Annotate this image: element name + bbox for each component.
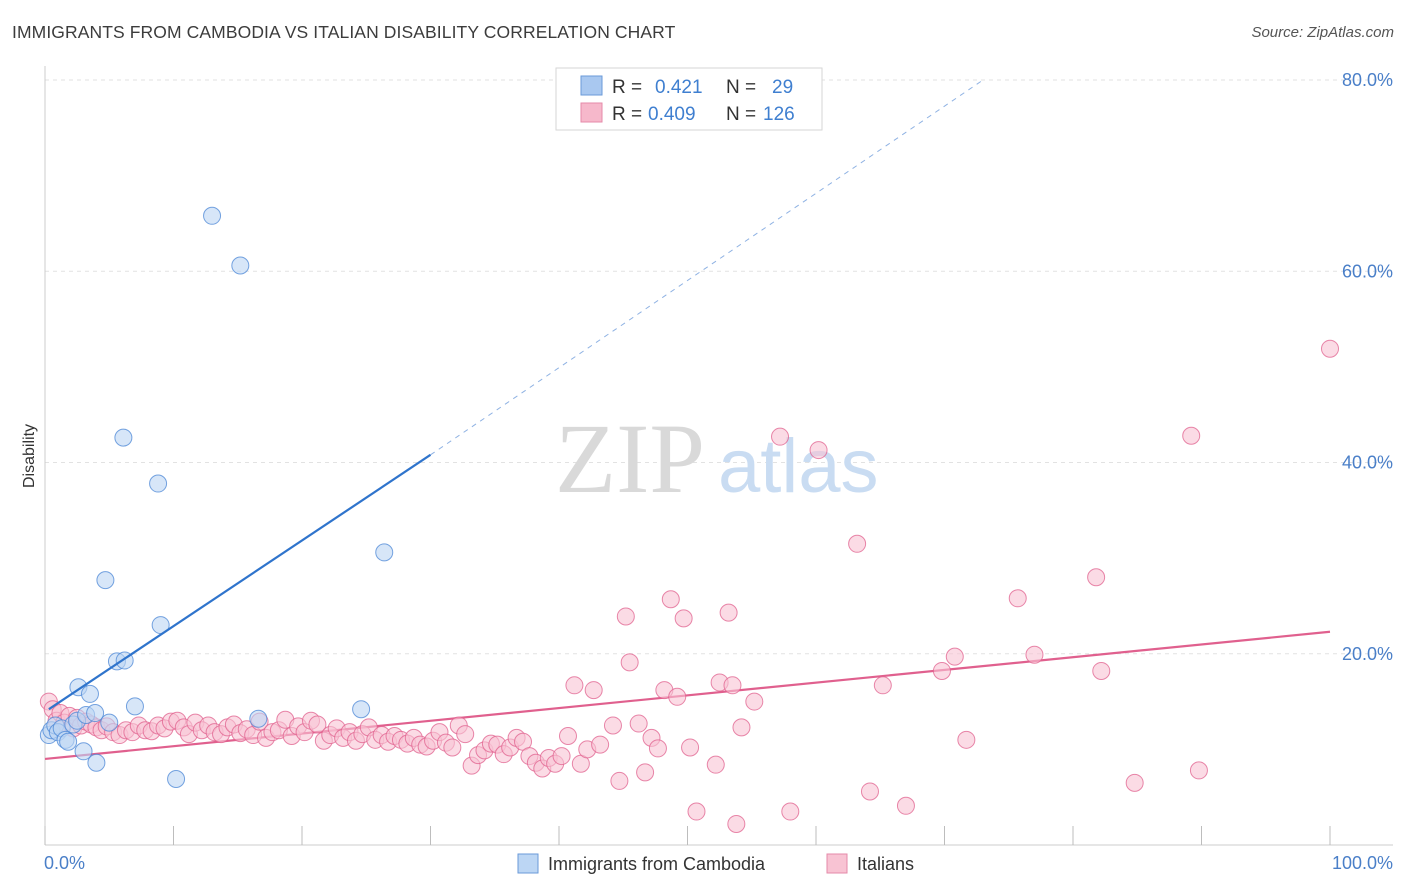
point-italians-93 — [616, 607, 635, 626]
trend-cambodia — [48, 453, 432, 711]
point-italians-100 — [661, 590, 680, 609]
gridlines — [45, 79, 1392, 655]
y-axis-title: Disability — [21, 424, 38, 488]
point-italians-104 — [687, 802, 706, 821]
point-italians-89 — [584, 681, 603, 700]
point-italians-98 — [648, 739, 667, 758]
stats-r-label-italians: R = — [612, 104, 642, 125]
point-cambodia-19 — [114, 428, 133, 447]
point-italians-126 — [1125, 773, 1144, 792]
point-italians-110 — [732, 718, 751, 737]
point-cambodia-12 — [80, 684, 99, 703]
watermark-atlas: atlas — [718, 424, 879, 509]
source-label: Source: ZipAtlas.com — [1251, 24, 1394, 41]
point-cambodia-20 — [125, 697, 144, 716]
point-italians-112 — [771, 427, 790, 446]
legend: Immigrants from Cambodia Italians — [517, 853, 914, 874]
point-italians-122 — [1008, 589, 1027, 608]
point-cambodia-10 — [74, 742, 93, 761]
stats-n-label-italians: N = — [726, 104, 756, 125]
point-italians-115 — [848, 534, 867, 553]
point-italians-119 — [932, 661, 951, 680]
point-italians-90 — [591, 735, 610, 754]
point-italians-69 — [456, 725, 475, 744]
point-cambodia-25 — [231, 256, 250, 275]
point-cambodia-16 — [100, 713, 119, 732]
data-points — [39, 206, 1339, 833]
point-cambodia-13 — [86, 704, 105, 723]
point-italians-117 — [873, 676, 892, 695]
point-italians-118 — [896, 796, 915, 815]
point-italians-91 — [603, 716, 622, 735]
point-italians-107 — [719, 603, 738, 622]
stats-r-value-italians: 0.409 — [648, 104, 696, 125]
trend-cambodia-extension — [430, 79, 984, 456]
point-cambodia-26 — [249, 709, 268, 728]
point-italians-124 — [1087, 568, 1106, 587]
point-italians-116 — [860, 782, 879, 801]
point-italians-125 — [1092, 661, 1111, 680]
point-cambodia-28 — [352, 700, 371, 719]
point-italians-94 — [620, 653, 639, 672]
stats-r-label-cambodia: R = — [612, 77, 642, 98]
stats-swatch-italians — [580, 102, 603, 123]
stats-swatch-cambodia — [580, 75, 603, 96]
point-italians-123 — [1025, 645, 1044, 664]
stats-r-value-cambodia: 0.421 — [655, 77, 703, 98]
watermark: ZIP atlas — [555, 403, 879, 514]
x-tick-label-100: 100.0% — [1332, 853, 1393, 873]
point-italians-109 — [727, 814, 746, 833]
point-italians-102 — [674, 609, 693, 628]
point-italians-129 — [1321, 339, 1339, 358]
point-italians-105 — [706, 755, 725, 774]
point-cambodia-23 — [167, 770, 186, 789]
point-italians-108 — [723, 676, 742, 695]
legend-swatch-italians — [826, 853, 848, 874]
watermark-zip: ZIP — [555, 403, 705, 514]
point-italians-46 — [308, 715, 327, 734]
y-tick-label-20: 20.0% — [1342, 644, 1393, 664]
stats-n-label-cambodia: N = — [726, 77, 756, 98]
stats-n-value-italians: 126 — [763, 104, 795, 125]
point-cambodia-15 — [96, 571, 115, 590]
point-italians-113 — [781, 802, 800, 821]
stats-n-value-cambodia: 29 — [772, 77, 793, 98]
point-cambodia-21 — [149, 474, 168, 493]
point-italians-111 — [745, 692, 764, 711]
point-italians-120 — [945, 647, 964, 666]
legend-label-italians: Italians — [857, 854, 914, 874]
point-italians-85 — [558, 726, 577, 745]
point-italians-103 — [681, 738, 700, 757]
point-italians-92 — [610, 771, 629, 790]
x-tick-label-0: 0.0% — [44, 853, 85, 873]
point-cambodia-14 — [87, 753, 106, 772]
point-italians-67 — [443, 738, 462, 757]
point-italians-121 — [957, 730, 976, 749]
axes: 20.0% 40.0% 60.0% 80.0% 0.0% 100.0% — [44, 66, 1393, 873]
stats-box: R = 0.421 N = 29 R = 0.409 N = 126 — [555, 67, 823, 131]
legend-label-cambodia: Immigrants from Cambodia — [548, 854, 766, 874]
point-italians-101 — [668, 687, 687, 706]
point-italians-84 — [552, 747, 571, 766]
y-tick-label-60: 60.0% — [1342, 261, 1393, 281]
legend-swatch-cambodia — [517, 853, 539, 874]
point-cambodia-24 — [203, 206, 222, 225]
point-cambodia-6 — [59, 732, 78, 751]
point-italians-114 — [809, 441, 828, 460]
point-italians-86 — [565, 676, 584, 695]
y-tick-label-80: 80.0% — [1342, 70, 1393, 90]
y-tick-label-40: 40.0% — [1342, 453, 1393, 473]
point-italians-95 — [629, 714, 648, 733]
point-italians-127 — [1182, 426, 1201, 445]
point-italians-96 — [636, 763, 655, 782]
point-italians-128 — [1189, 761, 1208, 780]
chart-title: IMMIGRANTS FROM CAMBODIA VS ITALIAN DISA… — [12, 22, 676, 42]
point-cambodia-27 — [375, 543, 394, 562]
